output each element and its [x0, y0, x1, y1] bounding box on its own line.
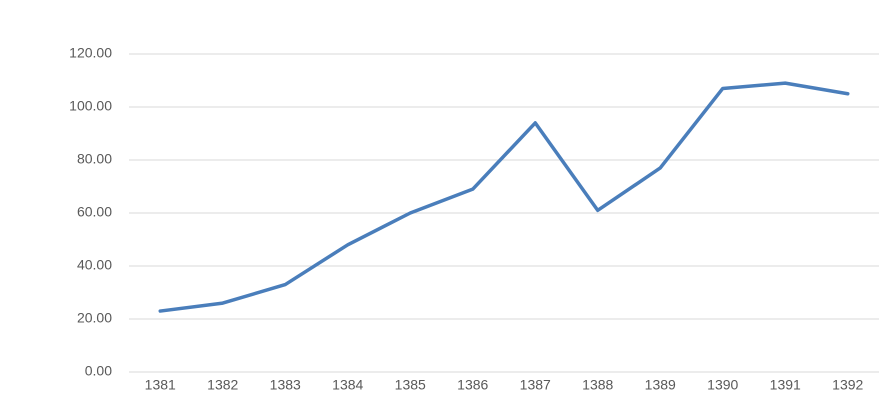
y-tick-label: 40.00	[77, 257, 112, 273]
x-tick-label: 1384	[332, 377, 363, 393]
x-tick-label: 1390	[707, 377, 738, 393]
x-tick-label: 1388	[582, 377, 613, 393]
x-tick-label: 1385	[395, 377, 426, 393]
data-line	[158, 81, 850, 313]
x-tick-label: 1382	[207, 377, 238, 393]
y-tick-label: 100.00	[69, 98, 112, 114]
x-tick-label: 1381	[145, 377, 176, 393]
x-tick-label: 1386	[457, 377, 488, 393]
y-tick-label: 60.00	[77, 204, 112, 220]
x-tick-label: 1391	[770, 377, 801, 393]
x-tick-label: 1392	[832, 377, 863, 393]
x-tick-label: 1387	[520, 377, 551, 393]
y-tick-label: 0.00	[85, 363, 112, 379]
y-tick-label: 20.00	[77, 310, 112, 326]
y-tick-label: 80.00	[77, 151, 112, 167]
x-tick-label: 1383	[270, 377, 301, 393]
y-tick-label: 120.00	[69, 45, 112, 61]
x-tick-label: 1389	[645, 377, 676, 393]
